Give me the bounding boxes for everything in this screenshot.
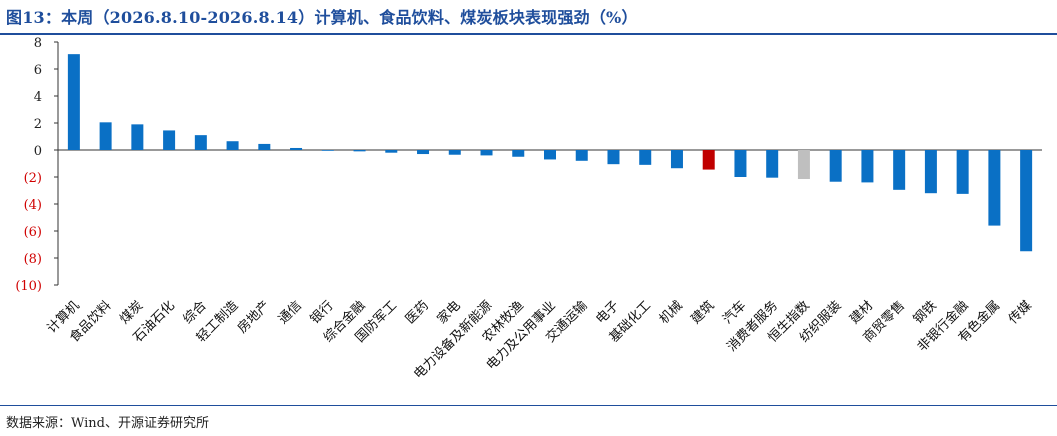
bar xyxy=(258,143,271,150)
bottom-rule xyxy=(0,405,1057,406)
bar xyxy=(734,150,747,177)
y-axis: 8 6 4 2 0 (2) (4) (6) (8) (10) xyxy=(15,36,1042,294)
bar-series xyxy=(67,54,1033,252)
y-tick-label: (6) xyxy=(24,225,42,240)
bar xyxy=(385,150,398,153)
x-tick-label: 通信 xyxy=(276,298,305,327)
source-note: 数据来源：Wind、开源证券研究所 xyxy=(6,416,209,431)
y-tick-label: (10) xyxy=(15,279,42,294)
bar xyxy=(163,130,176,150)
bar xyxy=(670,150,683,169)
x-tick-label: 传媒 xyxy=(1006,298,1035,327)
y-tick-label: 6 xyxy=(34,63,42,78)
bar xyxy=(988,150,1001,226)
y-tick-label: 2 xyxy=(34,117,42,132)
bar xyxy=(226,141,239,150)
bar xyxy=(194,135,207,150)
bar xyxy=(607,150,620,165)
bar xyxy=(639,150,652,165)
x-tick-label: 建筑 xyxy=(688,298,718,328)
bar xyxy=(67,54,80,150)
bar xyxy=(480,150,493,156)
bar xyxy=(290,147,303,150)
y-tick-label: (2) xyxy=(24,171,42,186)
y-tick-label: 8 xyxy=(34,36,42,51)
x-tick-label: 机械 xyxy=(657,298,686,327)
y-tick-label: 4 xyxy=(34,90,42,105)
bar xyxy=(893,150,906,190)
bar xyxy=(99,122,112,150)
y-tick-label: (4) xyxy=(24,198,42,213)
bar xyxy=(575,150,588,161)
bar xyxy=(829,150,842,182)
y-tick-label: 0 xyxy=(34,144,42,159)
chart-title: 图13：本周（2026.8.10-2026.8.14）计算机、食品饮料、煤炭板块… xyxy=(6,8,638,27)
top-rule xyxy=(0,33,1057,35)
bar xyxy=(956,150,969,194)
x-tick-label: 医药 xyxy=(403,298,432,327)
bar xyxy=(131,124,144,150)
x-tick-label: 房地产 xyxy=(234,298,273,337)
bar xyxy=(861,150,874,183)
bar xyxy=(321,150,334,151)
bar xyxy=(448,150,461,155)
bar xyxy=(766,150,779,178)
bar xyxy=(1020,150,1033,252)
bar xyxy=(702,150,715,170)
bar xyxy=(417,150,430,155)
bar xyxy=(924,150,937,194)
y-tick-label: (8) xyxy=(24,252,42,267)
bar xyxy=(797,150,810,180)
bar xyxy=(544,150,556,160)
bar xyxy=(512,150,525,157)
bar xyxy=(353,150,366,152)
